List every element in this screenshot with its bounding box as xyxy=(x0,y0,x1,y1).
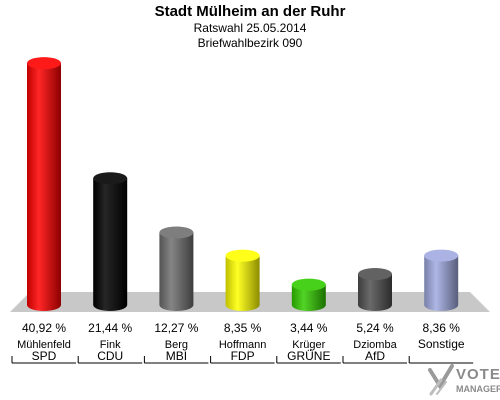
bar-afd xyxy=(358,274,392,311)
bar-top-afd xyxy=(358,268,392,281)
candidate-label: Berg xyxy=(165,339,188,351)
candidate-label: Fink xyxy=(100,339,121,351)
party-label: MBI xyxy=(166,349,187,363)
party-label: CDU xyxy=(97,349,123,363)
party-label: SPD xyxy=(32,349,57,363)
value-label: 3,44 % xyxy=(290,321,328,335)
bar-top-spd xyxy=(27,57,61,70)
party-label: FDP xyxy=(231,349,255,363)
bar-spd xyxy=(27,63,61,312)
bar-top-fdp xyxy=(225,249,260,262)
party-label: GRÜNE xyxy=(287,349,330,363)
vote-manager-logo: VOTE MANAGER xyxy=(428,364,500,398)
value-label: 8,35 % xyxy=(224,321,262,335)
bar-top-grüne xyxy=(291,278,326,291)
logo-text-vote: VOTE xyxy=(456,366,500,383)
election-subtitle: Ratswahl 25.05.2014 xyxy=(193,21,307,35)
candidate-label: Hoffmann xyxy=(219,339,267,351)
bar-sonstige xyxy=(424,255,459,311)
bar-top-cdu xyxy=(93,172,128,185)
bar-fdp xyxy=(225,255,260,311)
party-label: AfD xyxy=(365,349,385,363)
logo-text-manager: MANAGER xyxy=(456,384,500,394)
candidate-label: Mühlenfeld xyxy=(17,339,71,351)
bar-grüne xyxy=(291,284,326,311)
bar-top-mbi xyxy=(159,226,194,239)
bar-mbi xyxy=(159,232,194,311)
bar-top-sonstige xyxy=(424,249,459,262)
district-subtitle: Briefwahlbezirk 090 xyxy=(197,36,303,50)
logo-icon xyxy=(428,364,454,396)
chart-title: Stadt Mülheim an der Ruhr xyxy=(154,3,346,20)
bars-group xyxy=(27,57,459,312)
value-label: 5,24 % xyxy=(356,321,394,335)
candidate-label: Dziomba xyxy=(353,339,397,351)
value-label: 21,44 % xyxy=(88,321,132,335)
candidate-label: Krüger xyxy=(292,339,325,351)
party-label: Sonstige xyxy=(418,337,465,351)
value-label: 12,27 % xyxy=(154,321,198,335)
value-label: 8,36 % xyxy=(423,321,461,335)
bar-cdu xyxy=(93,178,128,311)
chart-header: Stadt Mülheim an der Ruhr Ratswahl 25.05… xyxy=(0,2,500,51)
value-label: 40,92 % xyxy=(22,321,66,335)
